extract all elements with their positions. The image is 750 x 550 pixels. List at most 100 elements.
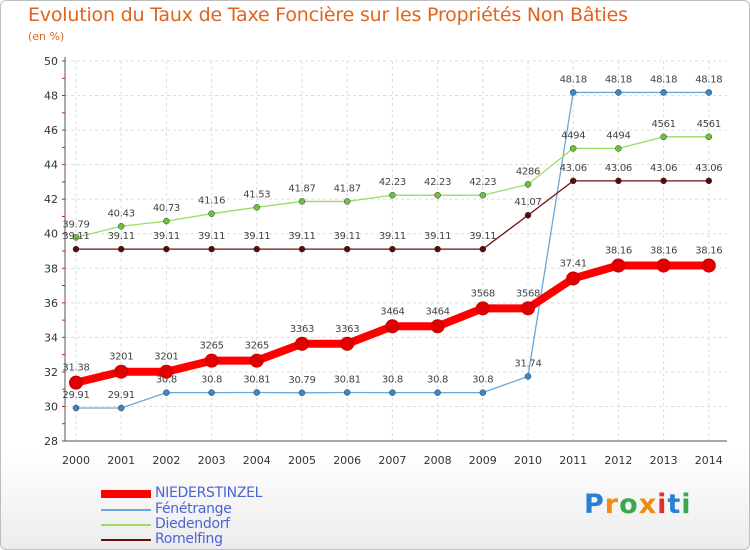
data-point — [660, 177, 667, 185]
data-label: 3201 — [109, 352, 133, 363]
data-point — [117, 404, 125, 412]
data-point — [660, 89, 667, 96]
logo-letter: o — [619, 489, 639, 520]
data-point — [253, 204, 261, 211]
data-point — [479, 389, 487, 396]
legend-label: Romelfing — [155, 531, 223, 547]
data-label: 3568 — [516, 288, 540, 299]
y-tick-label: 28 — [44, 435, 58, 448]
data-point — [615, 89, 622, 96]
x-tick-label: 2011 — [559, 454, 587, 467]
data-point — [434, 389, 441, 396]
data-point — [705, 177, 713, 185]
y-tick-label: 34 — [44, 331, 58, 344]
x-tick-label: 2009 — [469, 454, 497, 467]
data-label: 38.16 — [695, 246, 722, 257]
logo-letter: t — [667, 489, 682, 520]
data-label: 39.11 — [288, 231, 315, 242]
data-label: 39.11 — [379, 231, 406, 242]
data-point — [569, 89, 577, 96]
logo-letter: P — [584, 489, 605, 520]
data-label: 3265 — [199, 341, 223, 352]
data-label: 43.06 — [560, 163, 587, 174]
data-label: 38.16 — [605, 246, 632, 257]
data-point — [117, 245, 125, 253]
data-point — [524, 181, 532, 188]
data-label: 4494 — [561, 130, 585, 141]
data-point — [389, 389, 396, 396]
data-label: 42.23 — [469, 177, 496, 188]
data-label: 41.53 — [243, 189, 270, 200]
y-tick-label: 32 — [44, 366, 58, 379]
y-tick-label: 44 — [44, 159, 58, 172]
data-label: 30.8 — [382, 375, 403, 386]
data-point — [208, 245, 215, 253]
data-label: 30.8 — [201, 375, 222, 386]
x-tick-label: 2005 — [288, 454, 316, 467]
data-label: 41.87 — [334, 183, 361, 194]
x-tick-label: 2008 — [424, 454, 452, 467]
data-label: 39.11 — [62, 231, 89, 242]
x-tick-label: 2007 — [378, 454, 406, 467]
data-point — [524, 211, 532, 219]
data-label: 4561 — [651, 119, 675, 130]
data-point — [615, 145, 622, 152]
data-point — [204, 353, 219, 368]
data-point — [253, 389, 261, 396]
data-point — [253, 245, 261, 253]
data-label: 40.73 — [153, 203, 180, 214]
data-label: 4561 — [697, 119, 721, 130]
chart-title: Evolution du Taux de Taxe Foncière sur l… — [28, 4, 628, 26]
data-label: 43.06 — [605, 163, 632, 174]
data-label: 39.11 — [243, 231, 270, 242]
data-point — [163, 389, 170, 396]
data-label: 3265 — [245, 341, 269, 352]
data-point — [521, 301, 535, 316]
data-point — [249, 353, 264, 368]
data-point — [656, 258, 671, 273]
data-point — [295, 336, 309, 351]
legend-label: NIEDERSTINZEL — [155, 485, 263, 501]
data-label: 42.23 — [379, 177, 406, 188]
data-point — [117, 223, 125, 230]
x-tick-label: 2010 — [514, 454, 542, 467]
data-label: 41.07 — [514, 197, 541, 208]
data-point — [385, 319, 400, 334]
data-label: 30.79 — [288, 375, 315, 386]
data-label: 29.91 — [62, 390, 89, 401]
data-label: 29.91 — [108, 390, 135, 401]
data-point — [701, 258, 716, 273]
data-point — [298, 389, 306, 397]
data-point — [615, 177, 622, 185]
data-label: 40.43 — [108, 208, 135, 219]
data-label: 3464 — [380, 306, 404, 317]
data-label: 48.18 — [650, 74, 677, 85]
data-point — [434, 245, 441, 253]
y-unit-label: (en %) — [28, 30, 65, 43]
data-point — [208, 210, 215, 217]
legend-label: Fénétrange — [155, 501, 232, 517]
data-label: 43.06 — [650, 163, 677, 174]
legend-swatch — [101, 509, 151, 511]
y-tick-label: 50 — [44, 55, 58, 68]
data-point — [72, 404, 80, 412]
data-point — [566, 271, 581, 286]
x-tick-label: 2013 — [650, 454, 678, 467]
data-label: 37.41 — [560, 258, 587, 269]
logo-letter: r — [604, 489, 620, 520]
data-label: 4286 — [516, 166, 540, 177]
data-point — [298, 245, 306, 253]
data-label: 38.16 — [650, 246, 677, 257]
legend-swatch — [101, 539, 151, 541]
data-point — [705, 133, 713, 141]
data-label: 3568 — [471, 288, 495, 299]
data-point — [705, 89, 713, 96]
x-tick-label: 2004 — [243, 454, 271, 467]
data-label: 41.87 — [288, 183, 315, 194]
data-label: 3201 — [154, 352, 178, 363]
data-point — [475, 301, 490, 316]
data-point — [389, 245, 396, 253]
y-tick-label: 38 — [44, 262, 58, 275]
data-label: 30.81 — [334, 374, 361, 385]
logo-letter: x — [638, 489, 658, 520]
